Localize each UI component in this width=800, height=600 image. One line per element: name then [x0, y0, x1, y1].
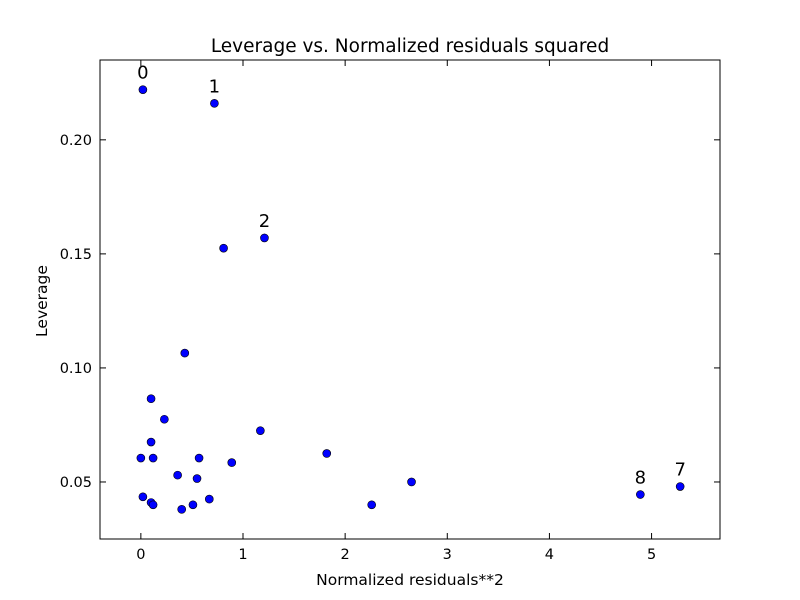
x-tick-label: 1 [238, 547, 247, 563]
data-point [636, 490, 645, 499]
data-point [407, 477, 416, 487]
data-point [148, 500, 158, 510]
data-point [322, 449, 332, 458]
data-point [177, 505, 187, 514]
data-point [173, 470, 182, 480]
data-point [180, 348, 190, 358]
data-point [204, 494, 214, 504]
y-tick-label: 0.05 [60, 475, 92, 491]
plot-frame [99, 59, 721, 540]
data-point [160, 414, 169, 424]
y-tick-label: 0.20 [60, 133, 92, 149]
data-point [138, 492, 148, 502]
chart-title: Leverage vs. Normalized residuals square… [211, 36, 609, 57]
point-annotation-label: 8 [635, 468, 646, 489]
data-point [675, 482, 685, 491]
data-points [136, 85, 685, 514]
x-tick-label: 0 [136, 547, 145, 563]
point-annotation-label: 1 [209, 76, 220, 97]
x-tick-label: 2 [341, 547, 350, 563]
y-tick-label: 0.10 [60, 361, 92, 377]
x-tick-label: 4 [545, 547, 554, 563]
data-point [260, 233, 269, 243]
data-point [146, 394, 156, 404]
data-point [146, 437, 156, 447]
x-tick-label: 3 [443, 547, 452, 563]
data-point [219, 243, 228, 253]
data-point [188, 500, 198, 510]
data-point [210, 99, 219, 108]
data-point [148, 453, 158, 463]
data-point [138, 85, 148, 94]
point-annotation-label: 2 [259, 211, 270, 232]
x-axis-title: Normalized residuals**2 [316, 571, 504, 589]
data-point [256, 426, 265, 435]
y-axis-title: Leverage [33, 265, 51, 337]
point-annotations: 0 1 2 8 7 [137, 63, 686, 489]
data-point [194, 453, 204, 463]
data-point [136, 453, 146, 463]
axis-ticks: 0 1 2 3 4 5 0.05 0.10 0.15 0.20 [60, 60, 720, 563]
x-tick-label: 5 [647, 547, 656, 563]
point-annotation-label: 0 [137, 63, 148, 84]
y-tick-label: 0.15 [60, 247, 92, 263]
point-annotation-label: 7 [674, 460, 685, 481]
data-point [367, 500, 376, 510]
data-point [192, 474, 202, 483]
data-point [227, 458, 237, 467]
